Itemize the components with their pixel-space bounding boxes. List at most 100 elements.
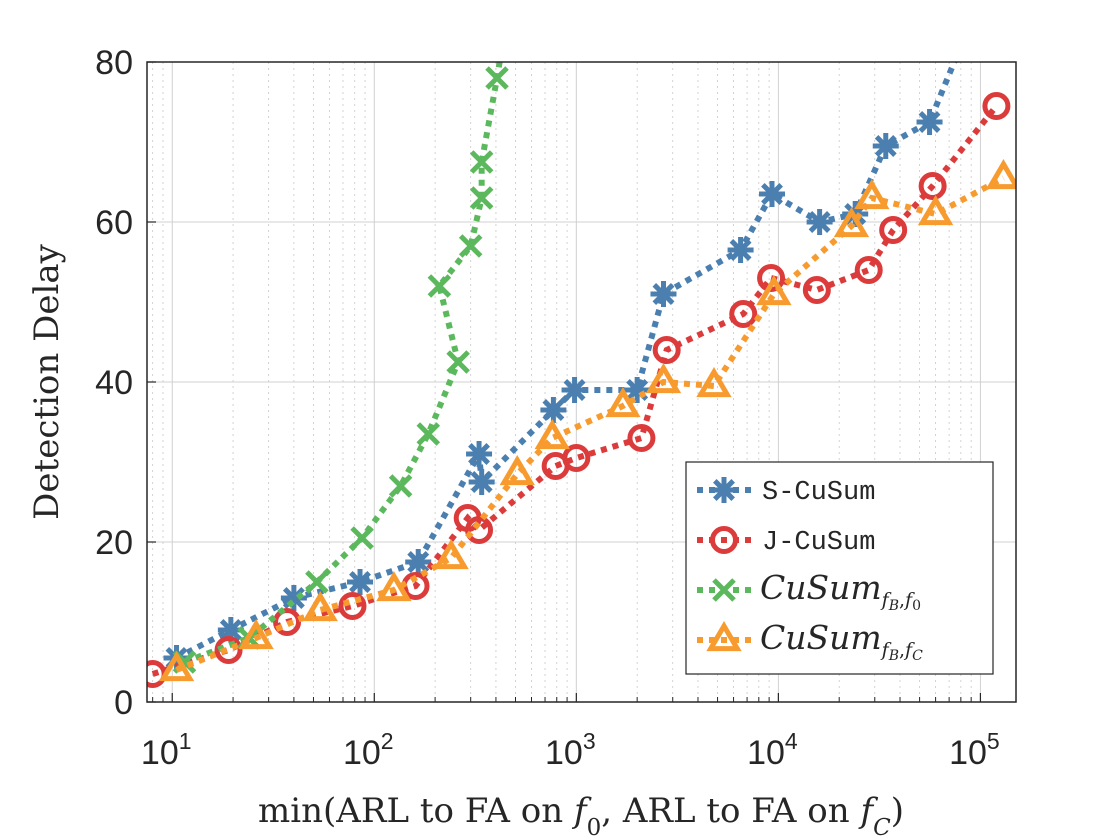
x-label-f0-subscript: 0 — [587, 815, 602, 840]
legend-marker-J-CuSum — [710, 526, 738, 554]
data-point-CuSum_fB_f0 — [416, 422, 441, 446]
x-label-part: min(ARL to FA on — [258, 791, 574, 831]
x-label-part: , ARL to FA on — [601, 791, 860, 831]
legend-math-sub: f — [880, 639, 892, 661]
series-CuSum_fB_fC — [158, 159, 1016, 682]
x-tick-exponent: 1 — [179, 728, 192, 754]
data-point-CuSum_fB_f0 — [469, 186, 494, 210]
legend-math-subsub: 0 — [912, 598, 921, 614]
data-point-J-CuSum — [729, 300, 758, 328]
data-point-CuSum_fB_fC — [833, 207, 870, 238]
data-point-CuSum_fB_f0 — [427, 274, 452, 298]
x-tick-label: 102 — [343, 728, 394, 772]
data-point-S-CuSum — [874, 135, 897, 157]
y-tick-label: 0 — [114, 684, 133, 722]
data-point-S-CuSum — [542, 399, 565, 421]
data-point-J-CuSum — [562, 444, 591, 472]
data-point-S-CuSum — [808, 211, 831, 233]
data-point-J-CuSum — [918, 172, 947, 200]
data-point-CuSum_fB_fC — [756, 275, 792, 306]
data-point-J-CuSum — [802, 276, 831, 304]
tick-marks — [147, 61, 982, 703]
legend-math-subsub: B — [888, 598, 899, 614]
x-tick-exponent: 5 — [987, 728, 1000, 754]
data-point-CuSum_fB_f0 — [485, 66, 509, 90]
data-point-J-CuSum — [982, 92, 1011, 120]
data-point-CuSum_fB_fC — [376, 571, 412, 602]
data-point-CuSum_fB_fC — [645, 363, 682, 394]
data-point-CuSum_fB_f0 — [305, 570, 329, 594]
legend-marker-CuSum_fB_f0 — [712, 578, 736, 602]
data-point-J-CuSum — [854, 256, 883, 284]
legend-math-subsub: B — [888, 648, 899, 664]
data-point-CuSum_fB_fC — [985, 159, 1016, 190]
legend-label-cusum-fb-f0: CuSumfB,f0 — [760, 568, 921, 614]
legend-math-subsub: C — [912, 648, 923, 664]
data-point-CuSum_fB_fC — [854, 179, 890, 210]
x-tick-base: 10 — [949, 734, 987, 772]
data-point-CuSum_fB_fC — [158, 651, 195, 682]
y-tick-labels: 0 20 40 60 80 — [95, 44, 133, 722]
data-point-S-CuSum — [563, 379, 586, 401]
data-point-J-CuSum — [273, 608, 302, 636]
data-point-CuSum_fB_fC — [605, 387, 641, 418]
data-point-S-CuSum — [219, 619, 242, 641]
legend-math-sub: f — [880, 589, 892, 611]
y-axis-label: Detection Delay — [27, 243, 67, 519]
data-point-CuSum_fB_f0 — [446, 350, 470, 374]
legend-label-cusum-fb-fc: CuSumfB,fC — [760, 618, 923, 664]
data-point-J-CuSum — [879, 216, 908, 244]
data-point-S-CuSum — [918, 111, 941, 133]
data-point-CuSum_fB_f0 — [458, 234, 483, 258]
x-label-fc-subscript: C — [873, 815, 891, 840]
y-tick-label: 60 — [95, 204, 133, 242]
data-point-CuSum_fB_f0 — [469, 150, 494, 174]
x-tick-exponent: 4 — [785, 728, 798, 754]
y-tick-label: 40 — [95, 364, 133, 402]
y-tick-label: 20 — [95, 524, 133, 562]
data-point-S-CuSum — [468, 443, 491, 465]
legend: S-CuSum J-CuSum CuSumfB,f0 CuSumfB,fC — [685, 461, 994, 675]
data-point-CuSum_fB_f0 — [492, 36, 512, 56]
legend-marker-CuSum_fB_fC — [706, 621, 742, 652]
x-tick-labels: 101 102 103 104 105 — [141, 728, 1000, 772]
data-point-S-CuSum — [952, 37, 970, 55]
data-point-S-CuSum — [952, 37, 970, 55]
x-tick-label: 105 — [949, 728, 1000, 772]
x-tick-base: 10 — [747, 734, 785, 772]
data-point-CuSum_fB_fC — [696, 367, 732, 398]
data-point-CuSum_fB_f0 — [388, 474, 413, 498]
data-point-J-CuSum — [214, 636, 243, 664]
data-point-S-CuSum — [349, 571, 371, 593]
data-point-J-CuSum — [338, 592, 367, 620]
data-point-S-CuSum — [761, 183, 783, 205]
series-line-J-CuSum — [151, 104, 999, 677]
y-tick-label: 80 — [95, 44, 133, 82]
legend-samples — [697, 477, 752, 652]
data-point-J-CuSum — [652, 336, 681, 364]
legend-math-name: CuSum — [760, 568, 882, 607]
data-point-CuSum_fB_fC — [302, 591, 338, 622]
legend-math-sep: , — [899, 639, 905, 661]
data-point-CuSum_fB_fC — [499, 455, 535, 486]
data-point-CuSum_fB_fC — [917, 195, 954, 226]
x-tick-label: 103 — [545, 728, 596, 772]
data-point-CuSum_fB_fC — [433, 539, 469, 570]
data-point-S-CuSum — [626, 379, 649, 401]
data-point-S-CuSum — [729, 239, 752, 261]
data-point-CuSum_fB_f0 — [350, 526, 374, 550]
legend-math-sub: f — [903, 589, 915, 611]
x-tick-base: 10 — [141, 734, 179, 772]
data-point-CuSum_fB_fC — [238, 619, 274, 650]
data-point-S-CuSum — [407, 551, 430, 573]
x-label-part: ) — [891, 791, 904, 831]
data-point-J-CuSum — [465, 516, 494, 544]
data-point-S-CuSum — [470, 471, 493, 493]
x-tick-label: 101 — [141, 728, 192, 772]
legend-math-name: CuSum — [760, 618, 882, 657]
legend-marker-S-CuSum — [713, 479, 735, 501]
legend-label-s-cusum: S-CuSum — [762, 478, 875, 508]
legend-math-sub: f — [903, 639, 915, 661]
legend-math-sep: , — [899, 589, 905, 611]
